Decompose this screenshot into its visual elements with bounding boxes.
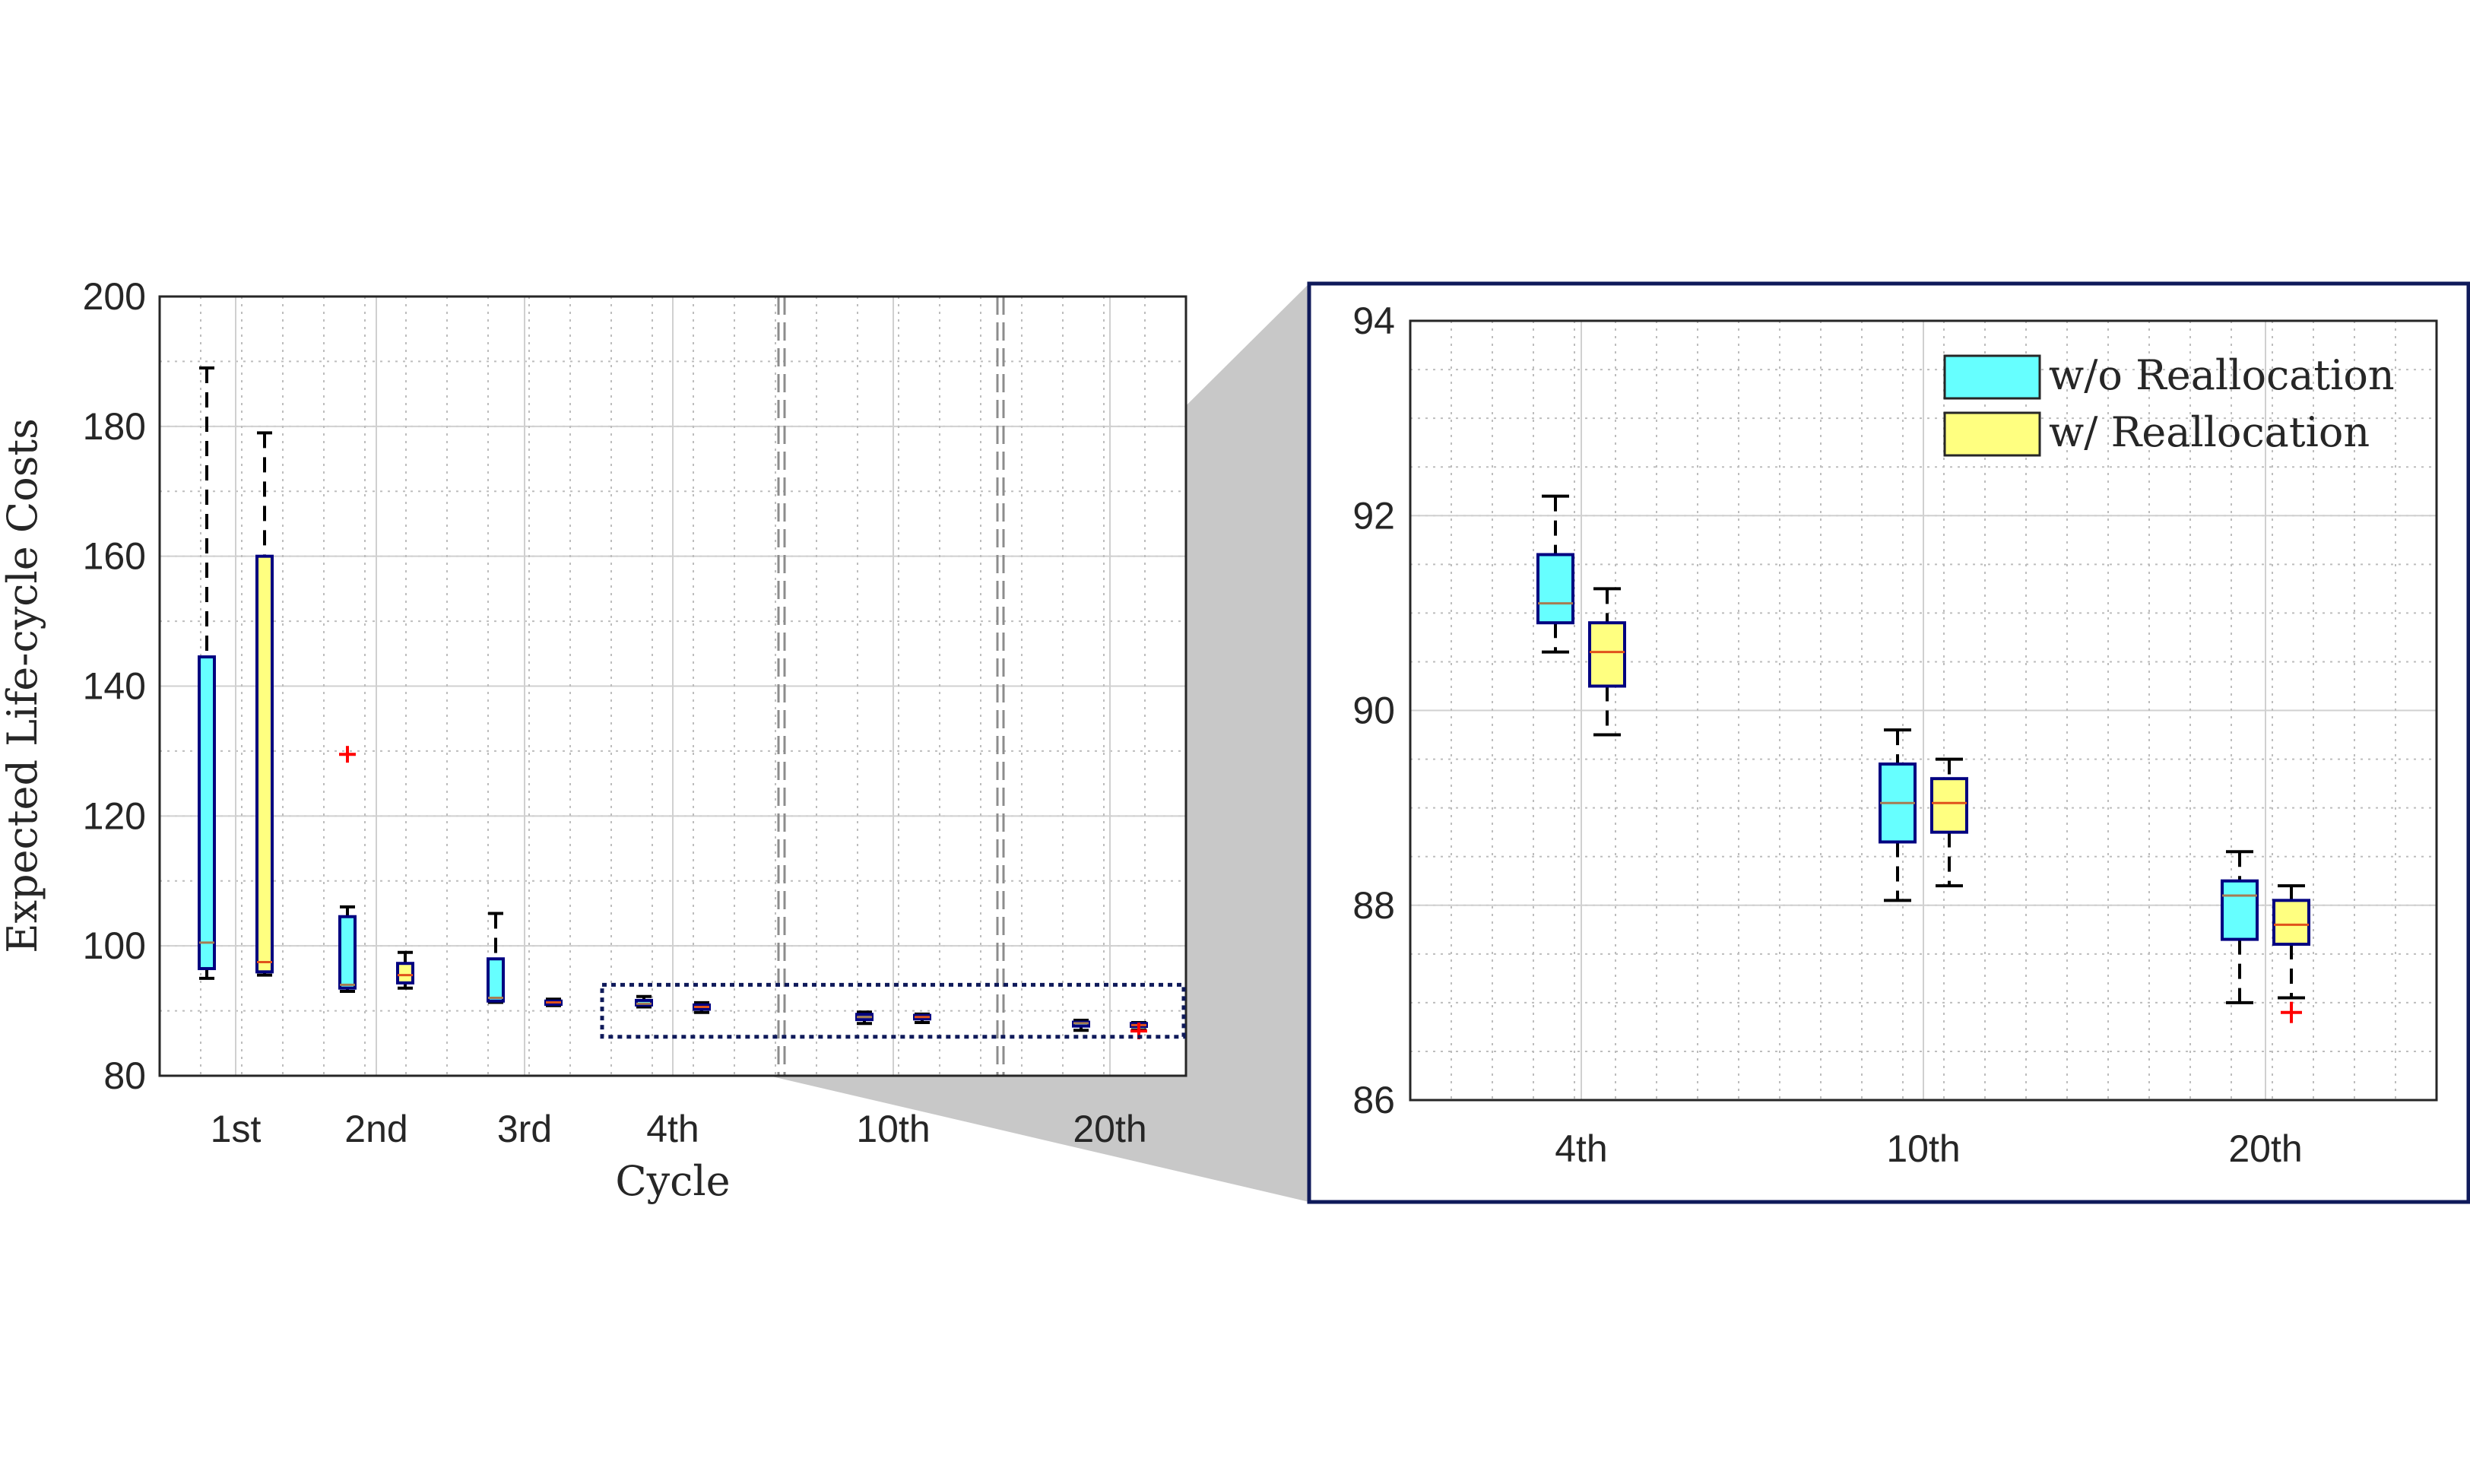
main-box-with-3rd: [544, 997, 563, 1007]
main-box-without-4th: [635, 994, 653, 1009]
inset-boxes: [1536, 494, 2310, 1023]
main-y-tick-label: 160: [83, 535, 146, 578]
inset-box-without-10th: [1879, 728, 1917, 902]
inset-x-tick-label: 4th: [1555, 1127, 1608, 1170]
main-box-without-2nd: [338, 746, 357, 993]
inset-y-tick-label: 88: [1352, 884, 1395, 927]
box-iqr: [1930, 777, 1968, 834]
main-x-tick-label: 3rd: [497, 1108, 552, 1150]
main-y-tick-label: 120: [83, 794, 146, 837]
main-box-without-10th: [855, 1010, 874, 1026]
main-y-tick-label: 80: [103, 1054, 146, 1097]
main-x-tick-labels: 1st 2nd 3rd 4th 10th 20th: [211, 1108, 1147, 1150]
outlier-point: [339, 746, 356, 763]
legend-label-with: w/ Reallocation: [2049, 408, 2370, 456]
inset-y-tick-label: 90: [1352, 690, 1395, 732]
legend: w/o Reallocation w/ Reallocation: [1943, 351, 2395, 457]
main-box-with-4th: [693, 1000, 711, 1014]
box-iqr: [255, 554, 274, 974]
inset-box-without-20th: [2221, 850, 2259, 1004]
y-axis-label: Expected Life-cycle Costs: [0, 418, 46, 953]
main-y-tick-label: 100: [83, 924, 146, 967]
main-y-tick-label: 200: [83, 275, 146, 318]
main-box-with-10th: [913, 1012, 931, 1024]
main-box-without-20th: [1072, 1018, 1090, 1032]
box-iqr: [198, 655, 216, 971]
box-iqr: [2272, 899, 2310, 946]
box-iqr: [1588, 621, 1626, 688]
inset-box-with-20th: [2272, 884, 2310, 1023]
x-axis-label: Cycle: [615, 1157, 730, 1205]
main-x-tick-label: 4th: [646, 1108, 699, 1150]
inset-frame: [1307, 281, 2470, 1204]
inset-y-tick-labels: 86 88 90 92 94: [1352, 300, 1395, 1121]
outlier-point: [2281, 1001, 2302, 1023]
main-box-with-20th: [1130, 1020, 1148, 1040]
inset-box-with-10th: [1930, 757, 1968, 888]
main-x-tick-label: 20th: [1073, 1108, 1146, 1150]
box-iqr: [338, 915, 357, 990]
main-x-tick-label: 2nd: [344, 1108, 407, 1150]
inset-y-tick-label: 92: [1352, 494, 1395, 537]
main-box-without-3rd: [487, 912, 505, 1004]
zoom-region-box: [600, 982, 1186, 1039]
legend-swatch-without: [1943, 354, 2041, 400]
inset-chart: 86 88 90 92 94 4th 10th 20th w/o Reallocation …: [1307, 281, 2470, 1204]
main-boxes: [198, 366, 1148, 1040]
cycle-separators: [777, 296, 1005, 1076]
main-box-with-2nd: [396, 950, 414, 990]
inset-x-tick-labels: 4th 10th 20th: [1555, 1127, 2302, 1170]
box-iqr: [1536, 553, 1574, 625]
inset-x-tick-label: 10th: [1886, 1127, 1960, 1170]
main-chart: 80 100 120 140 160 180 200 1st 2nd 3rd 4th 10th 20t…: [0, 275, 1187, 1205]
main-plot-frame: [158, 295, 1187, 1077]
legend-swatch-with: [1943, 411, 2041, 457]
main-box-with-1st: [255, 431, 274, 977]
box-iqr: [2221, 879, 2259, 941]
main-x-tick-label: 1st: [211, 1108, 262, 1150]
main-box-without-1st: [198, 366, 216, 980]
inset-x-tick-label: 20th: [2228, 1127, 2302, 1170]
main-y-tick-labels: 80 100 120 140 160 180 200: [83, 275, 146, 1097]
box-iqr: [396, 962, 414, 985]
inset-plot-frame: [1409, 319, 2438, 1102]
box-iqr: [487, 957, 505, 1003]
main-y-tick-label: 180: [83, 405, 146, 448]
inset-box-without-4th: [1536, 494, 1574, 654]
legend-label-without: w/o Reallocation: [2049, 351, 2395, 399]
inset-y-tick-label: 94: [1352, 300, 1395, 342]
main-y-tick-label: 140: [83, 665, 146, 708]
inset-box-with-4th: [1588, 587, 1626, 737]
inset-y-tick-label: 86: [1352, 1079, 1395, 1121]
main-x-tick-label: 10th: [856, 1108, 930, 1150]
